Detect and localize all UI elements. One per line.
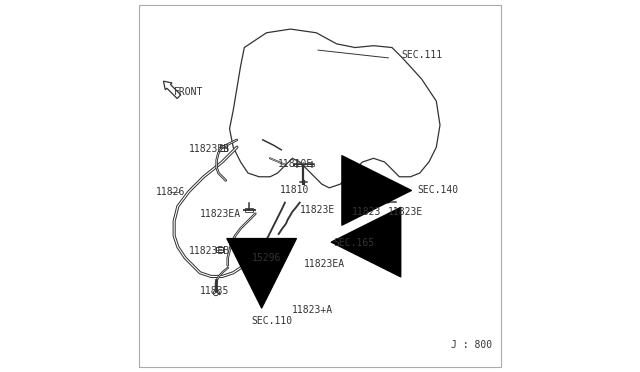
Text: J : 800: J : 800	[451, 340, 492, 350]
Text: 11823EB: 11823EB	[189, 246, 230, 256]
Text: 15296: 15296	[252, 253, 281, 263]
Text: 11823E: 11823E	[388, 207, 424, 217]
Text: 11835: 11835	[200, 286, 229, 296]
Text: 11826: 11826	[156, 186, 185, 196]
Text: SEC.140: SEC.140	[418, 185, 459, 195]
Text: 11810: 11810	[280, 185, 308, 195]
Text: 11823+A: 11823+A	[292, 305, 333, 315]
Text: SEC.111: SEC.111	[401, 50, 442, 60]
Bar	[220, 145, 227, 151]
Text: SEC.165: SEC.165	[333, 238, 374, 248]
Text: 11810E: 11810E	[278, 159, 313, 169]
Text: 11823E: 11823E	[300, 205, 335, 215]
Text: 11823EB: 11823EB	[189, 144, 230, 154]
Bar	[245, 208, 253, 212]
Text: 11823EA: 11823EA	[303, 259, 344, 269]
Text: 11823EA: 11823EA	[200, 209, 241, 219]
Text: 11823: 11823	[351, 207, 381, 217]
Bar	[253, 260, 271, 280]
Text: FRONT: FRONT	[174, 87, 204, 97]
Text: SEC.110: SEC.110	[252, 316, 293, 326]
Bar	[216, 247, 223, 253]
